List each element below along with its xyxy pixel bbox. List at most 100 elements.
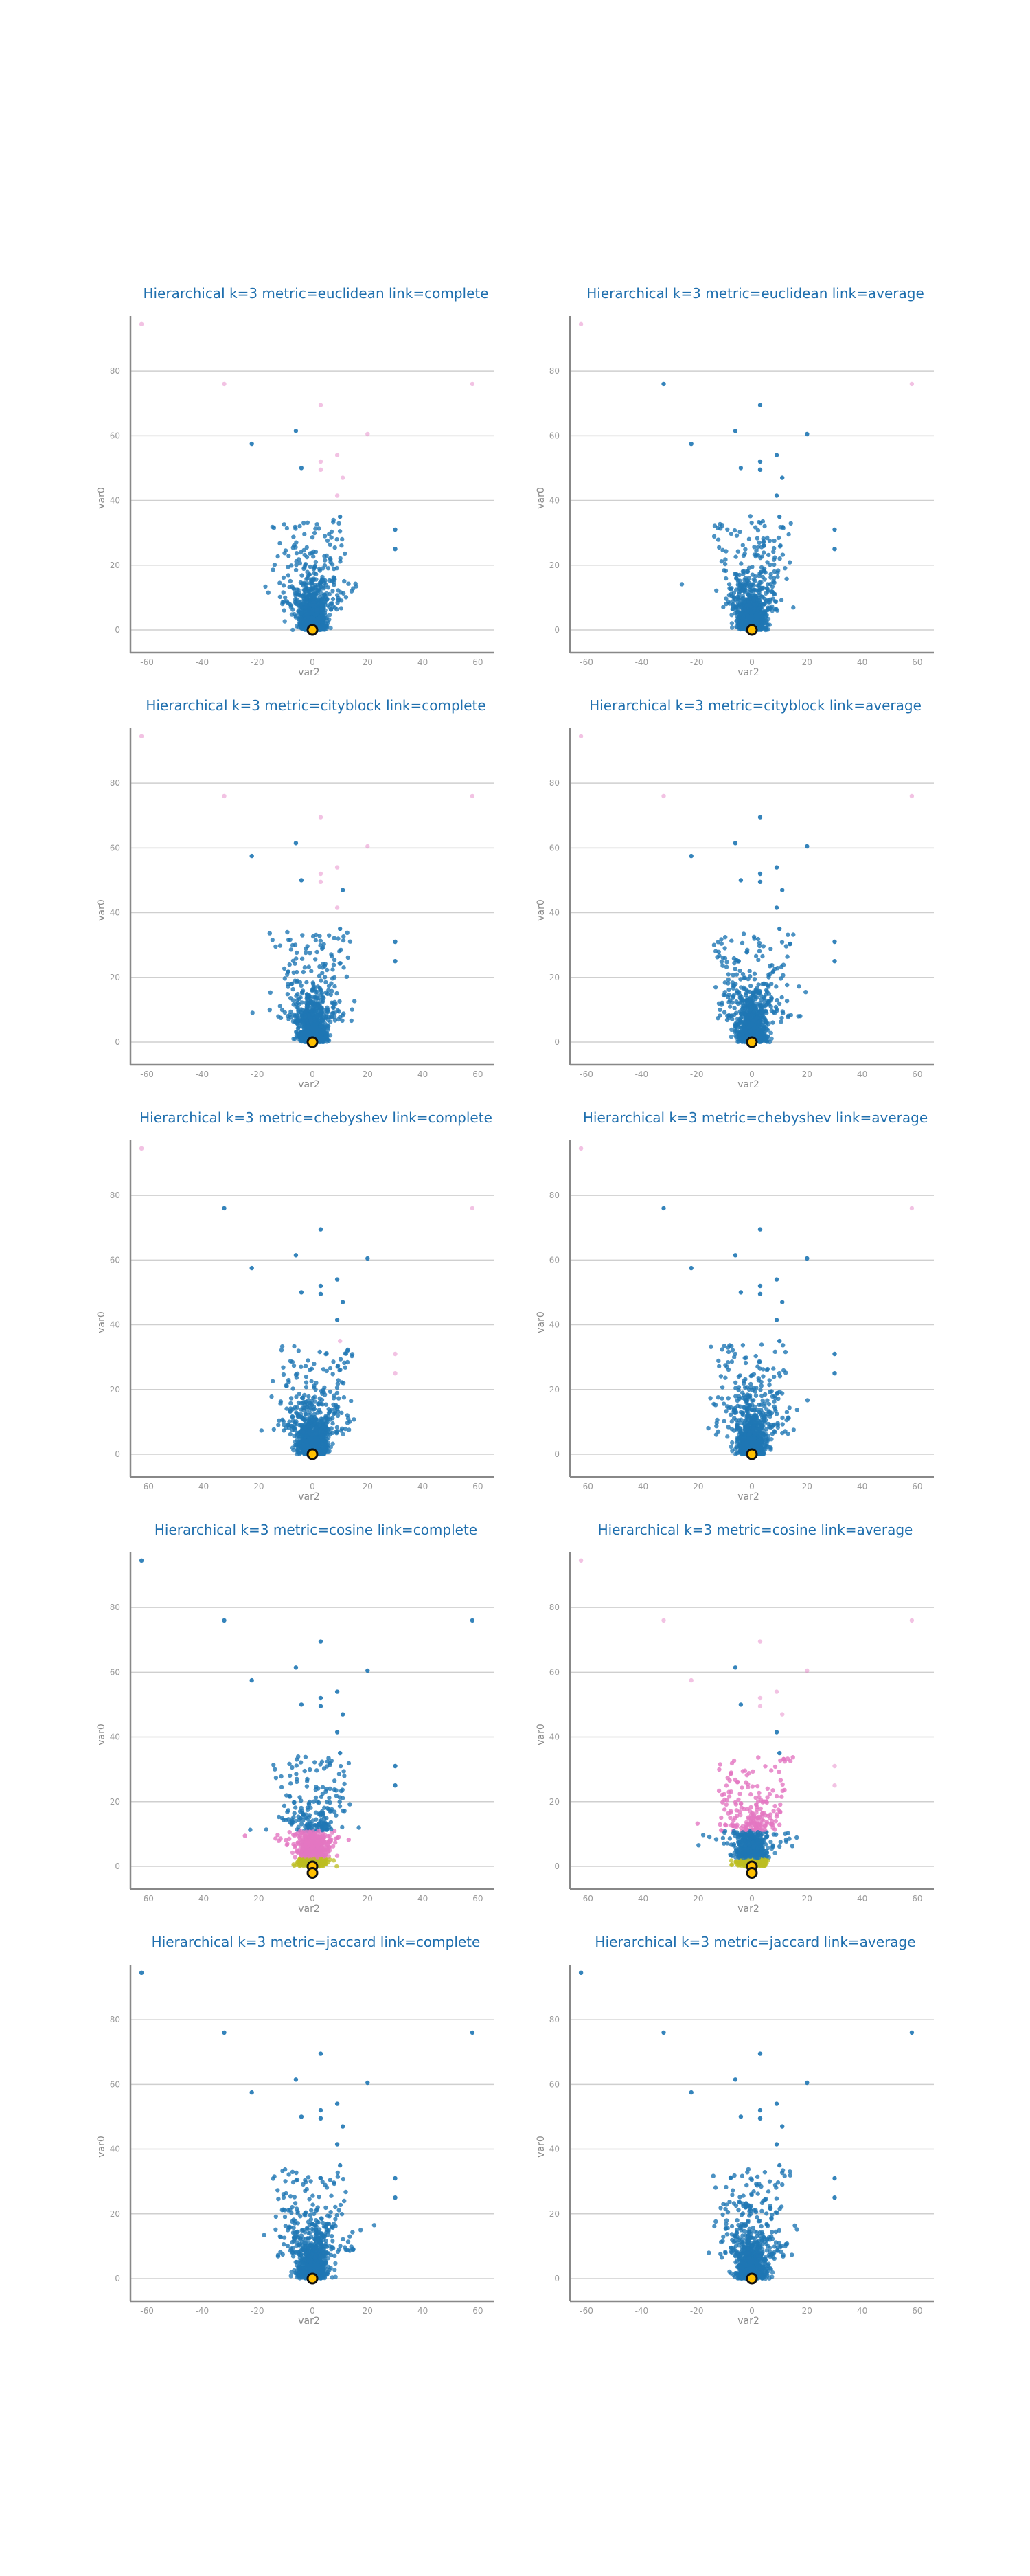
data-point [286, 554, 291, 558]
data-point [734, 576, 739, 581]
data-point [788, 521, 793, 526]
data-point [310, 1032, 314, 1037]
data-point [778, 976, 783, 981]
data-point [330, 596, 336, 602]
data-point [336, 936, 341, 941]
x-tick-label: -20 [690, 657, 704, 667]
data-point [299, 1364, 304, 1369]
data-point [287, 601, 292, 607]
data-point [277, 1418, 282, 1423]
data-point [779, 964, 784, 969]
points-layer [578, 1146, 915, 1457]
data-point [331, 520, 336, 525]
data-point [318, 1291, 323, 1296]
data-point [306, 964, 311, 969]
data-point [753, 1006, 758, 1010]
data-point [738, 878, 744, 883]
data-point [322, 975, 328, 980]
data-point [318, 403, 323, 407]
data-point [752, 545, 757, 550]
data-point [139, 321, 144, 326]
data-point [769, 982, 774, 986]
data-point [297, 591, 302, 596]
data-point [757, 592, 762, 598]
data-point [393, 959, 398, 964]
data-point [325, 967, 330, 973]
data-point [747, 974, 753, 979]
data-point [331, 1359, 336, 1364]
data-point [349, 1018, 354, 1024]
data-point [341, 1011, 346, 1016]
data-point [302, 588, 307, 593]
data-point [744, 1026, 749, 1031]
data-point [334, 453, 340, 457]
data-point [768, 597, 772, 602]
data-point [723, 568, 729, 574]
data-point [314, 1431, 319, 1436]
data-point [288, 937, 293, 942]
data-point [338, 1357, 343, 1362]
data-point [341, 475, 345, 480]
data-point [781, 973, 786, 978]
data-point [297, 561, 303, 566]
data-point [726, 993, 731, 997]
data-point [288, 1009, 293, 1015]
data-point [739, 605, 744, 610]
data-point [294, 591, 299, 596]
data-point [733, 429, 738, 433]
data-point [304, 946, 308, 951]
data-point [327, 532, 332, 536]
data-point [290, 986, 295, 992]
data-point [771, 579, 776, 584]
data-point [305, 1032, 310, 1037]
data-point [312, 1362, 317, 1366]
data-point [305, 618, 310, 623]
x-tick-label: 40 [417, 1070, 428, 1079]
data-point [304, 1019, 309, 1024]
data-point [311, 986, 316, 991]
data-point [726, 593, 732, 598]
data-point [334, 1390, 340, 1396]
data-point [720, 956, 725, 960]
data-point [734, 587, 739, 592]
data-point [271, 1379, 275, 1383]
data-point [737, 968, 742, 973]
data-point [753, 953, 759, 958]
data-point [335, 600, 340, 605]
data-point [720, 963, 725, 968]
data-point [299, 983, 304, 988]
data-point [332, 1015, 337, 1019]
data-point [270, 524, 275, 530]
x-axis-label: var2 [298, 1491, 320, 1502]
data-point [765, 589, 770, 594]
data-point [313, 1442, 318, 1447]
data-point [289, 1423, 294, 1429]
data-point [318, 459, 323, 464]
data-point [718, 526, 723, 531]
data-point [724, 964, 729, 969]
data-point [734, 988, 740, 993]
data-point [318, 467, 323, 472]
data-point [302, 1438, 307, 1443]
data-point [365, 1256, 370, 1261]
data-point [757, 815, 763, 820]
data-point [742, 986, 747, 992]
data-point [735, 582, 740, 587]
data-point [299, 1290, 304, 1295]
data-point [341, 1300, 345, 1304]
data-point [139, 734, 144, 738]
data-point [743, 576, 748, 580]
data-point [313, 957, 318, 962]
x-tick-label: 20 [363, 657, 373, 667]
data-point [748, 995, 753, 1000]
data-point [278, 1015, 284, 1020]
data-point [310, 1026, 314, 1030]
data-point [296, 1400, 301, 1405]
y-tick-label: 80 [110, 778, 120, 788]
data-point [766, 983, 770, 988]
data-point [301, 1447, 307, 1452]
data-point [323, 1416, 328, 1421]
data-point [745, 569, 751, 574]
data-point [470, 381, 475, 387]
data-point [310, 934, 316, 939]
